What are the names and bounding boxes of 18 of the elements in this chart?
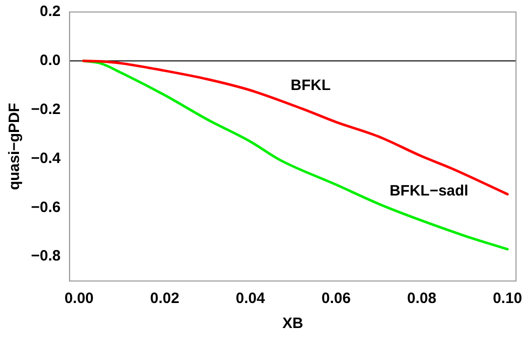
x-tick-label: 0.08: [407, 290, 436, 308]
x-tick-label: 0.00: [64, 290, 94, 308]
y-tick-label: −0.8: [30, 248, 61, 265]
y-tick-label: −0.2: [30, 100, 61, 118]
x-tick-label: 0.02: [150, 290, 180, 308]
y-tick-label: 0.0: [40, 52, 61, 70]
x-tick-label: 0.04: [236, 290, 266, 308]
x-axis-title: XB: [282, 315, 304, 332]
x-tick-label: 0.10: [492, 290, 522, 308]
series-label: BFKL: [290, 77, 331, 94]
y-axis-title: quasi−gPDF: [6, 102, 24, 190]
x-tick-label: 0.06: [321, 290, 351, 308]
y-tick-label: 0.2: [40, 3, 61, 20]
y-tick-label: −0.6: [30, 198, 61, 216]
series-label: BFKL−sadl: [390, 182, 468, 200]
line-series: [82, 60, 509, 196]
line-series: [82, 60, 509, 250]
y-tick-label: −0.4: [30, 150, 62, 167]
